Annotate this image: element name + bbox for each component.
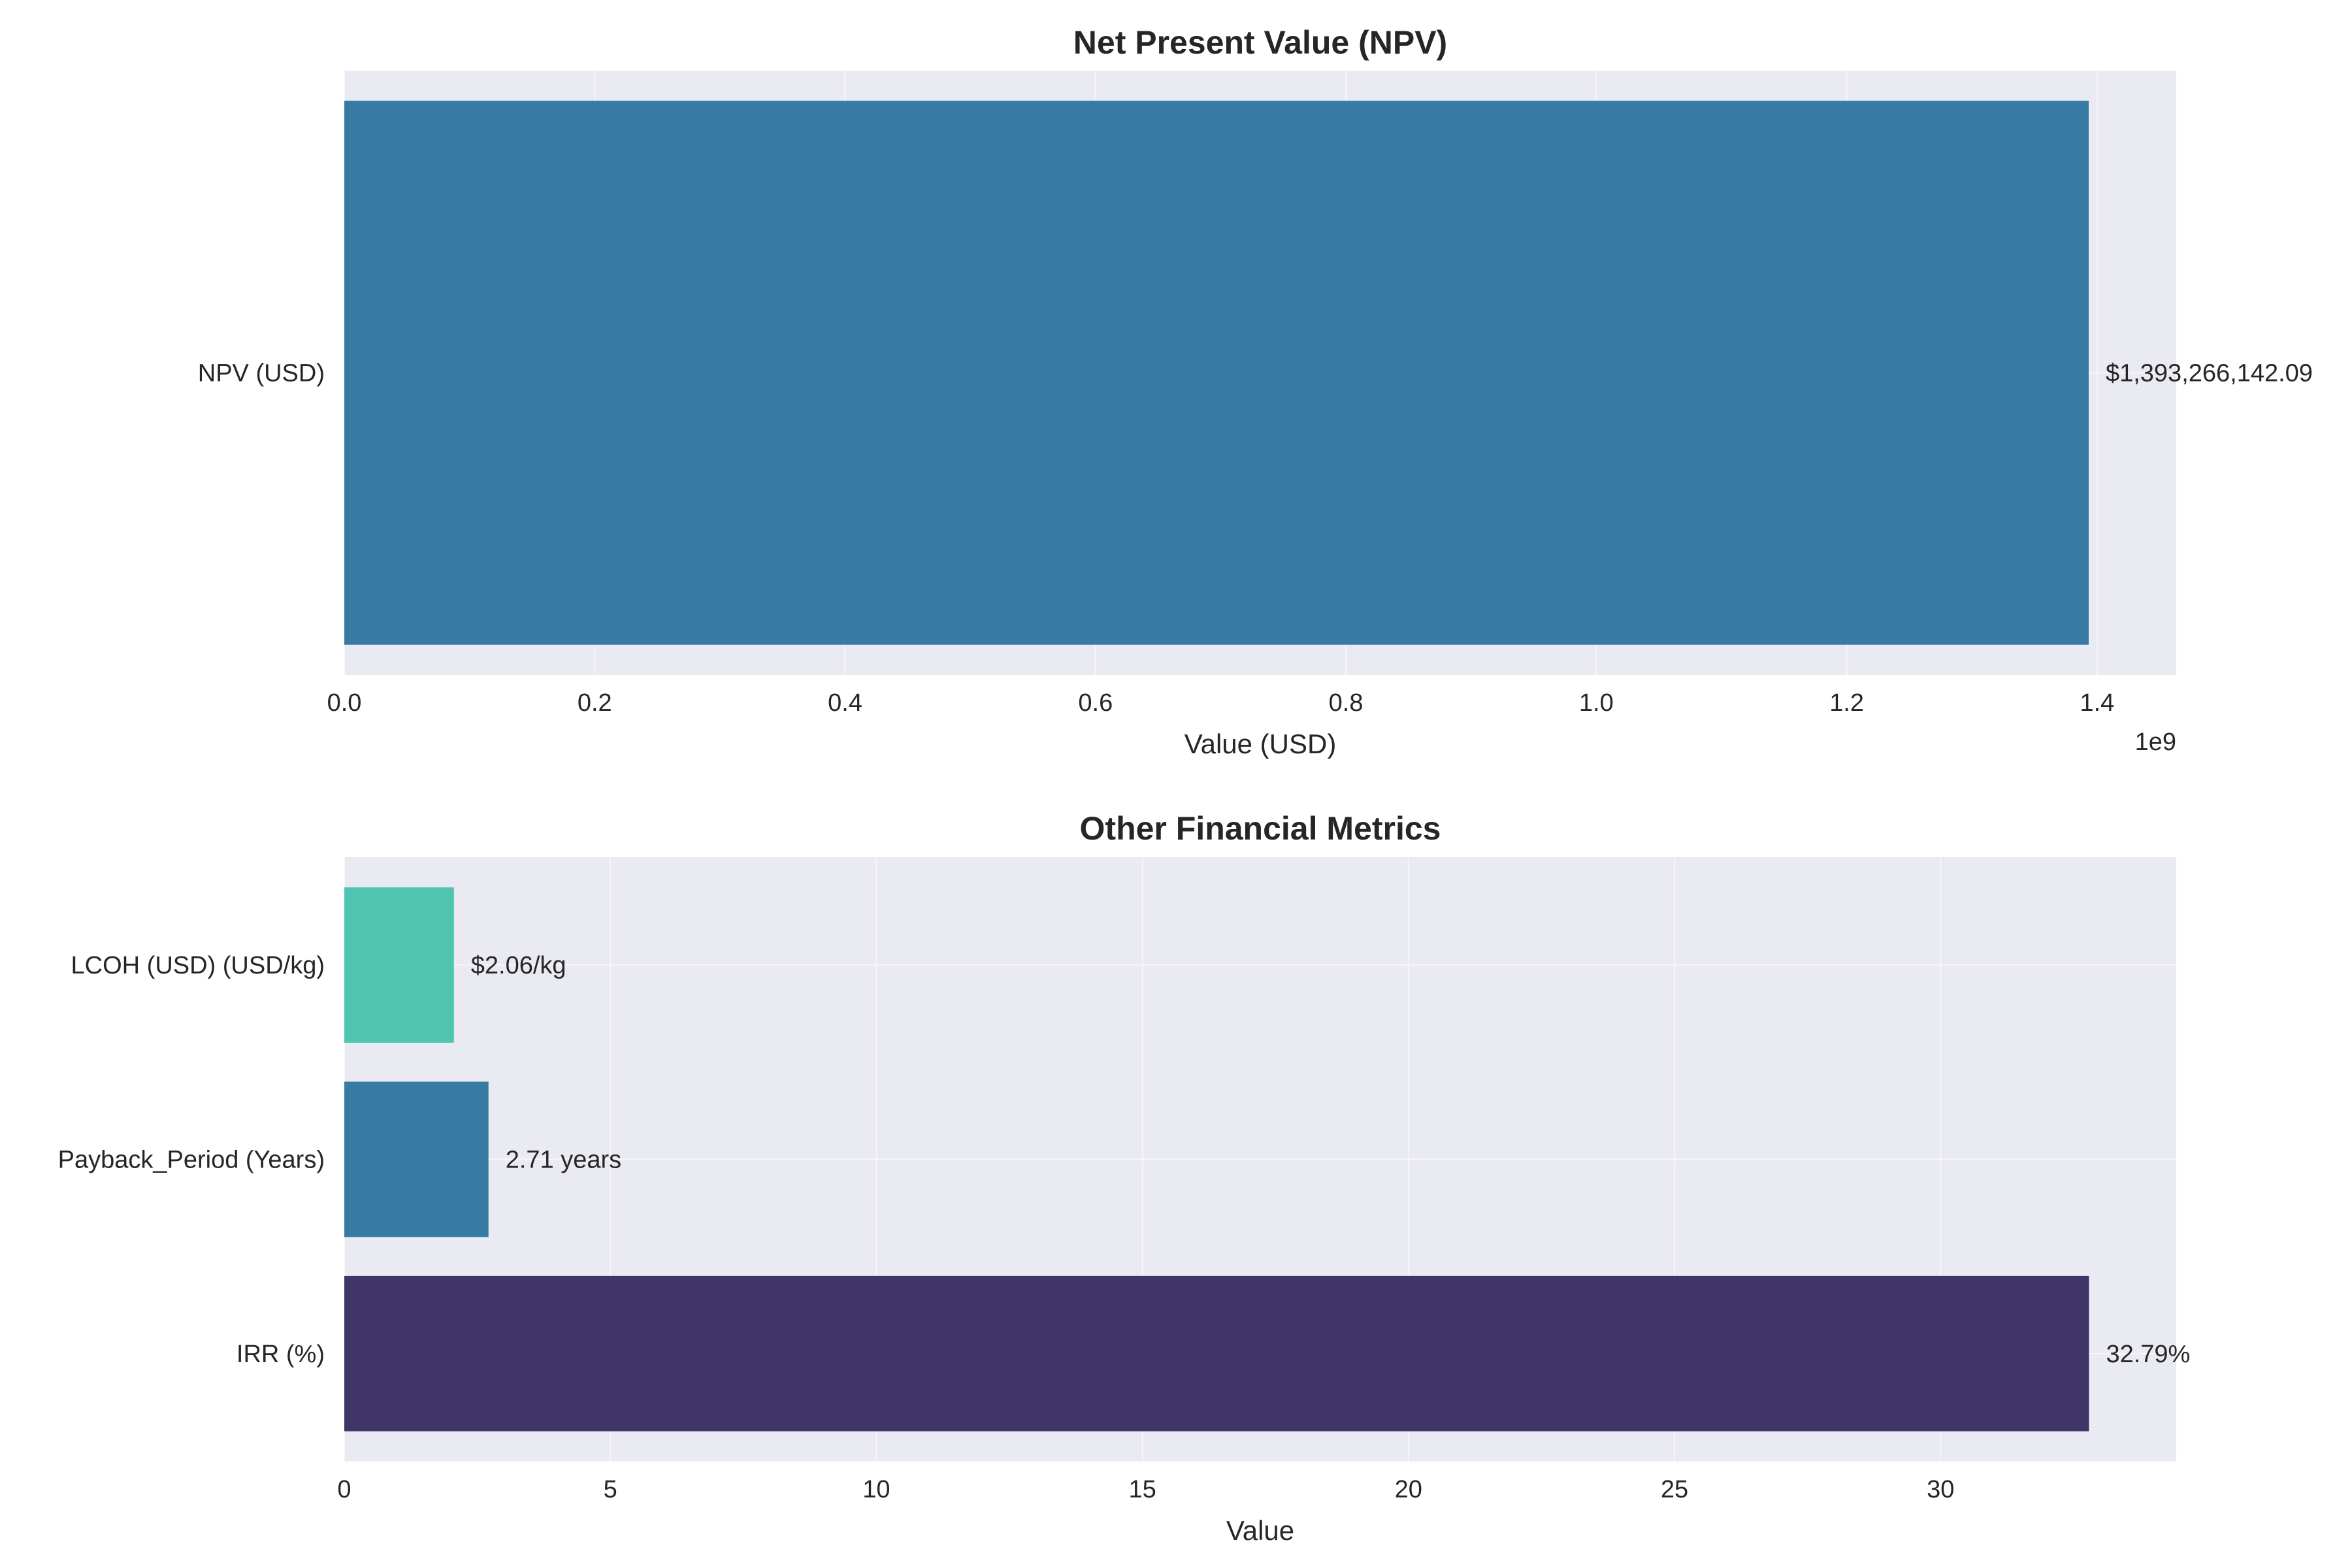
other-metrics-category-labels: LCOH (USD) (USD/kg) Payback_Period (Years… xyxy=(58,952,325,1368)
other-metrics-x-tick-label: 25 xyxy=(1661,1476,1688,1503)
other-metrics-x-tick-labels: 0 5 10 15 20 25 30 xyxy=(337,1476,1954,1503)
npv-x-offset-text: 1e9 xyxy=(2135,728,2176,756)
other-metrics-chart-title: Other Financial Metrics xyxy=(1080,810,1441,847)
npv-category-labels: NPV (USD) xyxy=(198,360,325,387)
npv-x-tick-labels: 0.0 0.2 0.4 0.6 0.8 1.0 1.2 1.4 xyxy=(327,689,2115,717)
npv-x-tick-label: 0.2 xyxy=(578,689,612,717)
category-label-lcoh-usd-usd-kg: LCOH (USD) (USD/kg) xyxy=(71,952,325,979)
other-metrics-x-tick-label: 20 xyxy=(1395,1476,1422,1503)
other-metrics-x-tick-label: 15 xyxy=(1128,1476,1156,1503)
bar-value-label-npv-usd: $1,393,266,142.09 xyxy=(2106,360,2313,387)
category-label-irr: IRR (%) xyxy=(237,1341,325,1368)
npv-x-tick-label: 1.4 xyxy=(2080,689,2114,717)
npv-x-tick-label: 0.4 xyxy=(828,689,862,717)
bar-npv-usd xyxy=(344,101,2089,645)
other-metrics-x-tick-label: 5 xyxy=(604,1476,617,1503)
npv-chart: Net Present Value (NPV) $1,393,266,142.0… xyxy=(198,24,2313,759)
other-metrics-chart: Other Financial Metrics $2.06/kg 2.71 yea… xyxy=(58,810,2191,1546)
npv-chart-title: Net Present Value (NPV) xyxy=(1073,24,1447,61)
bar-value-label-irr: 32.79% xyxy=(2106,1341,2190,1368)
other-metrics-x-tick-label: 30 xyxy=(1927,1476,1954,1503)
other-metrics-bars: $2.06/kg 2.71 years 32.79% xyxy=(344,887,2190,1431)
other-metrics-x-tick-label: 0 xyxy=(337,1476,351,1503)
bar-value-label-lcoh-usd-usd-kg: $2.06/kg xyxy=(471,952,566,979)
other-metrics-x-axis-label: Value xyxy=(1226,1515,1294,1546)
npv-bars: $1,393,266,142.09 xyxy=(344,101,2313,645)
bar-lcoh-usd-usd-kg xyxy=(344,887,454,1043)
bar-value-label-payback-period-years: 2.71 years xyxy=(506,1147,621,1174)
npv-x-tick-label: 0.6 xyxy=(1078,689,1113,717)
bar-irr xyxy=(344,1275,2089,1431)
npv-x-tick-label: 1.0 xyxy=(1579,689,1614,717)
category-label-npv-usd: NPV (USD) xyxy=(198,360,325,387)
npv-x-tick-label: 0.0 xyxy=(327,689,362,717)
npv-x-tick-label: 1.2 xyxy=(1829,689,1864,717)
category-label-payback-period-years: Payback_Period (Years) xyxy=(58,1147,325,1174)
bar-payback-period-years xyxy=(344,1081,489,1237)
npv-x-tick-label: 0.8 xyxy=(1329,689,1364,717)
other-metrics-x-tick-label: 10 xyxy=(862,1476,890,1503)
npv-x-axis-label: Value (USD) xyxy=(1184,728,1337,759)
